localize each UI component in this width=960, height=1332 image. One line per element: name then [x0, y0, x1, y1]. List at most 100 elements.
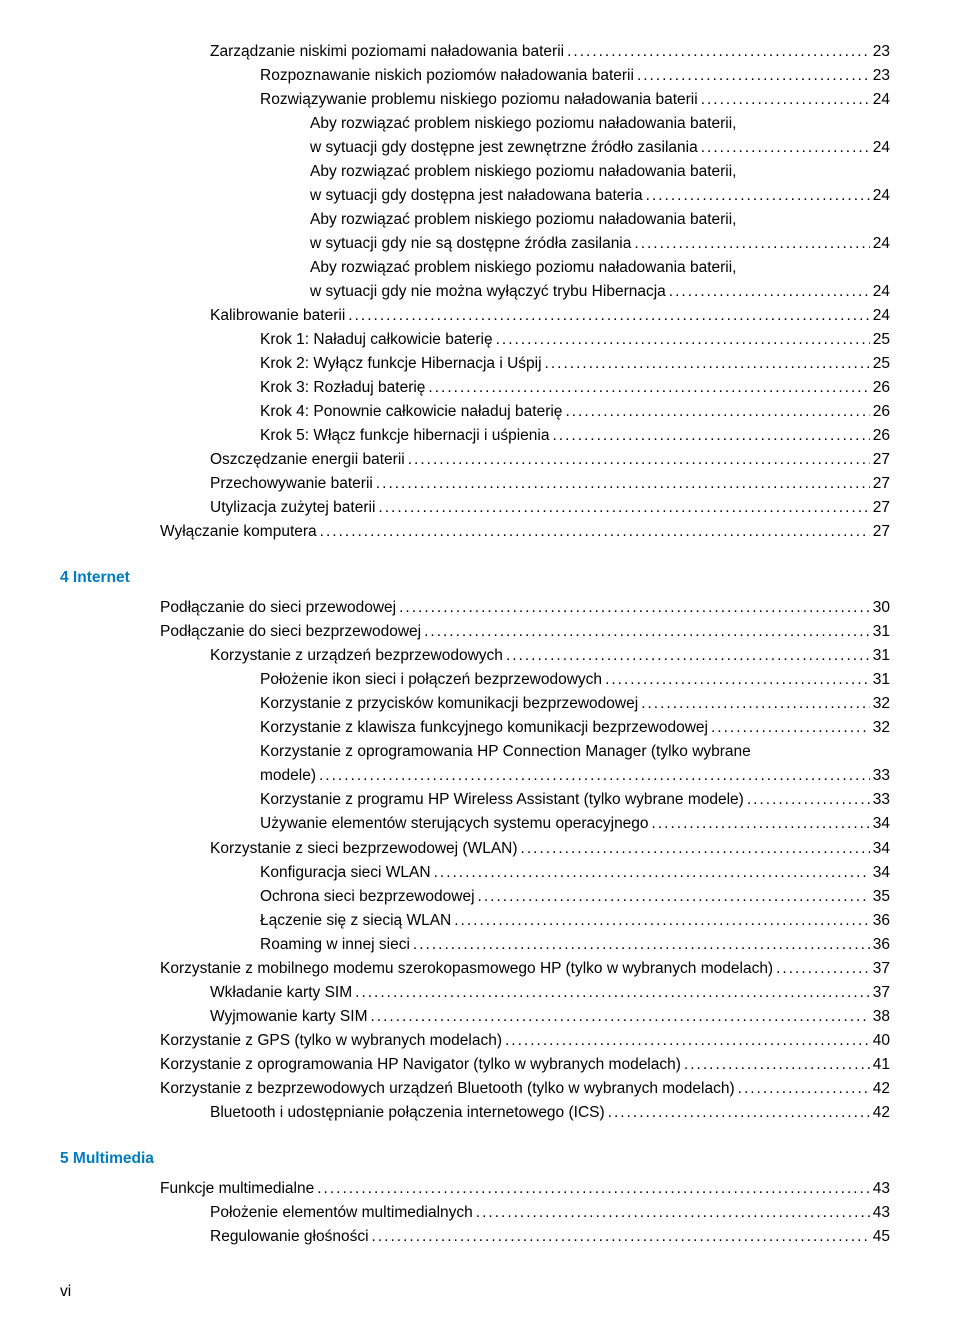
toc-entry[interactable]: Wyłączanie komputera 27: [60, 520, 890, 544]
toc-entry-page: 42: [873, 1077, 890, 1101]
toc-entry[interactable]: Korzystanie z sieci bezprzewodowej (WLAN…: [60, 837, 890, 861]
toc-entry[interactable]: Zarządzanie niskimi poziomami naładowani…: [60, 40, 890, 64]
toc-entry-page: 24: [873, 232, 890, 256]
page-number-roman: vi: [60, 1280, 71, 1304]
section-4-heading: 4 Internet: [60, 566, 890, 590]
toc-entry[interactable]: Korzystanie z urządzeń bezprzewodowych 3…: [60, 644, 890, 668]
toc-entry[interactable]: Używanie elementów sterujących systemu o…: [60, 812, 890, 836]
toc-entry[interactable]: Rozwiązywanie problemu niskiego poziomu …: [60, 88, 890, 112]
toc-entry-page: 36: [873, 909, 890, 933]
toc-entry-line[interactable]: Aby rozwiązać problem niskiego poziomu n…: [60, 160, 890, 184]
toc-entry[interactable]: modele) 33: [60, 764, 890, 788]
toc-entry-page: 27: [873, 520, 890, 544]
toc-entry[interactable]: Krok 3: Rozładuj baterię 26: [60, 376, 890, 400]
toc-entry[interactable]: Korzystanie z klawisza funkcyjnego komun…: [60, 716, 890, 740]
toc-entry[interactable]: Korzystanie z oprogramowania HP Navigato…: [60, 1053, 890, 1077]
toc-entry-text: Ochrona sieci bezprzewodowej: [260, 885, 475, 909]
toc-entry[interactable]: Bluetooth i udostępnianie połączenia int…: [60, 1101, 890, 1125]
toc-leader-dots: [684, 1053, 870, 1077]
toc-entry-text: Wyłączanie komputera: [160, 520, 317, 544]
toc-entry[interactable]: Podłączanie do sieci bezprzewodowej 31: [60, 620, 890, 644]
toc-entry[interactable]: Utylizacja zużytej baterii 27: [60, 496, 890, 520]
toc-entry[interactable]: Wyjmowanie karty SIM 38: [60, 1005, 890, 1029]
toc-entry-line[interactable]: Aby rozwiązać problem niskiego poziomu n…: [60, 208, 890, 232]
toc-leader-dots: [776, 957, 870, 981]
toc-entry[interactable]: Położenie ikon sieci i połączeń bezprzew…: [60, 668, 890, 692]
toc-entry[interactable]: Krok 1: Naładuj całkowicie baterię 25: [60, 328, 890, 352]
toc-entry-page: 26: [873, 400, 890, 424]
toc-leader-dots: [641, 692, 870, 716]
toc-entry[interactable]: Rozpoznawanie niskich poziomów naładowan…: [60, 64, 890, 88]
toc-entry[interactable]: Podłączanie do sieci przewodowej 30: [60, 596, 890, 620]
toc-entry-text: Regulowanie głośności: [210, 1225, 369, 1249]
toc-entry[interactable]: Roaming w innej sieci 36: [60, 933, 890, 957]
toc-entry[interactable]: Korzystanie z bezprzewodowych urządzeń B…: [60, 1077, 890, 1101]
toc-leader-dots: [711, 716, 870, 740]
toc-entry-text: Krok 1: Naładuj całkowicie baterię: [260, 328, 493, 352]
toc-entry[interactable]: Oszczędzanie energii baterii 27: [60, 448, 890, 472]
toc-entry[interactable]: w sytuacji gdy nie można wyłączyć trybu …: [60, 280, 890, 304]
toc-leader-dots: [545, 352, 870, 376]
toc-entry[interactable]: Korzystanie z mobilnego modemu szerokopa…: [60, 957, 890, 981]
toc-leader-dots: [408, 448, 870, 472]
toc-entry-text: Utylizacja zużytej baterii: [210, 496, 375, 520]
toc-entry[interactable]: Regulowanie głośności 45: [60, 1225, 890, 1249]
toc-entry[interactable]: Wkładanie karty SIM 37: [60, 981, 890, 1005]
toc-leader-dots: [701, 136, 870, 160]
toc-group-section-5: Funkcje multimedialne 43Położenie elemen…: [60, 1177, 890, 1249]
toc-leader-dots: [747, 788, 870, 812]
toc-entry[interactable]: w sytuacji gdy nie są dostępne źródła za…: [60, 232, 890, 256]
toc-leader-dots: [348, 304, 869, 328]
toc-entry[interactable]: Korzystanie z programu HP Wireless Assis…: [60, 788, 890, 812]
toc-entry-text: Korzystanie z oprogramowania HP Navigato…: [160, 1053, 681, 1077]
toc-entry[interactable]: Przechowywanie baterii 27: [60, 472, 890, 496]
toc-leader-dots: [505, 1029, 870, 1053]
toc-entry-page: 38: [873, 1005, 890, 1029]
toc-entry[interactable]: Konfiguracja sieci WLAN 34: [60, 861, 890, 885]
toc-leader-dots: [634, 232, 869, 256]
toc-entry[interactable]: Funkcje multimedialne 43: [60, 1177, 890, 1201]
toc-entry[interactable]: Ochrona sieci bezprzewodowej 35: [60, 885, 890, 909]
toc-leader-dots: [646, 184, 870, 208]
toc-entry[interactable]: Łączenie się z siecią WLAN 36: [60, 909, 890, 933]
toc-leader-dots: [567, 40, 870, 64]
toc-entry-page: 25: [873, 352, 890, 376]
toc-entry-text: Korzystanie z przycisków komunikacji bez…: [260, 692, 638, 716]
toc-entry-page: 42: [873, 1101, 890, 1125]
toc-entry-text: Korzystanie z urządzeń bezprzewodowych: [210, 644, 503, 668]
toc-leader-dots: [378, 496, 869, 520]
toc-entry-text: Funkcje multimedialne: [160, 1177, 314, 1201]
toc-entry-text: Korzystanie z mobilnego modemu szerokopa…: [160, 957, 773, 981]
toc-entry[interactable]: w sytuacji gdy dostępne jest zewnętrzne …: [60, 136, 890, 160]
toc-leader-dots: [454, 909, 870, 933]
toc-entry[interactable]: Krok 2: Wyłącz funkcje Hibernacja i Uśpi…: [60, 352, 890, 376]
toc-entry-page: 36: [873, 933, 890, 957]
toc-entry-text: Bluetooth i udostępnianie połączenia int…: [210, 1101, 605, 1125]
toc-leader-dots: [434, 861, 870, 885]
toc-entry-page: 32: [873, 716, 890, 740]
toc-entry-text: Wkładanie karty SIM: [210, 981, 352, 1005]
toc-leader-dots: [376, 472, 870, 496]
toc-entry[interactable]: Krok 4: Ponownie całkowicie naładuj bate…: [60, 400, 890, 424]
toc-entry[interactable]: Korzystanie z przycisków komunikacji bez…: [60, 692, 890, 716]
toc-entry-text: modele): [260, 764, 316, 788]
toc-entry-text: Używanie elementów sterujących systemu o…: [260, 812, 649, 836]
toc-entry[interactable]: w sytuacji gdy dostępna jest naładowana …: [60, 184, 890, 208]
toc-entry-page: 45: [873, 1225, 890, 1249]
toc-entry-line[interactable]: Korzystanie z oprogramowania HP Connecti…: [60, 740, 890, 764]
toc-entry-line[interactable]: Aby rozwiązać problem niskiego poziomu n…: [60, 256, 890, 280]
toc-entry-page: 33: [873, 788, 890, 812]
toc-leader-dots: [608, 1101, 870, 1125]
toc-entry-page: 32: [873, 692, 890, 716]
toc-entry-page: 23: [873, 64, 890, 88]
toc-entry-page: 24: [873, 184, 890, 208]
toc-leader-dots: [319, 764, 870, 788]
toc-entry[interactable]: Krok 5: Włącz funkcje hibernacji i uśpie…: [60, 424, 890, 448]
toc-entry[interactable]: Korzystanie z GPS (tylko w wybranych mod…: [60, 1029, 890, 1053]
toc-entry[interactable]: Kalibrowanie baterii 24: [60, 304, 890, 328]
toc-entry-page: 31: [873, 620, 890, 644]
toc-entry-page: 24: [873, 280, 890, 304]
toc-entry[interactable]: Położenie elementów multimedialnych 43: [60, 1201, 890, 1225]
toc-entry-line[interactable]: Aby rozwiązać problem niskiego poziomu n…: [60, 112, 890, 136]
toc-entry-text: Korzystanie z sieci bezprzewodowej (WLAN…: [210, 837, 518, 861]
